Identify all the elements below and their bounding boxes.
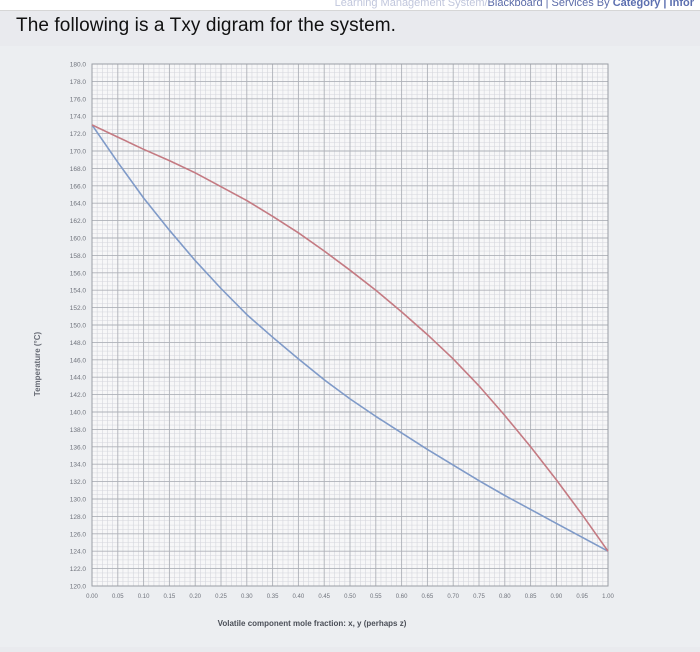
x-tick-label: 0.85	[525, 594, 537, 600]
breadcrumb-main: Blackboard | Services By	[487, 0, 613, 9]
x-tick-label: 0.10	[138, 594, 150, 600]
y-tick-label: 150.0	[70, 323, 87, 330]
y-tick-label: 138.0	[70, 427, 87, 434]
y-tick-label: 168.0	[70, 166, 87, 173]
x-tick-label: 0.90	[551, 594, 563, 600]
y-tick-label: 170.0	[70, 149, 87, 156]
grid-major	[91, 63, 609, 587]
y-tick-label: 134.0	[70, 462, 87, 469]
y-tick-label: 130.0	[70, 497, 87, 504]
series-lines	[91, 124, 609, 552]
y-axis-label: Temperature (°C)	[33, 331, 42, 396]
x-tick-label: 0.65	[422, 594, 434, 600]
y-tick-label: 156.0	[70, 270, 87, 277]
x-tick-label: 0.75	[473, 594, 485, 600]
vapor-curve	[91, 124, 609, 552]
y-tick-label: 120.0	[70, 584, 87, 591]
x-axis-label: Volatile component mole fraction: x, y (…	[218, 619, 407, 628]
y-tick-label: 152.0	[70, 305, 87, 312]
y-tick-label: 174.0	[70, 114, 87, 121]
x-tick-label: 1.00	[602, 594, 614, 600]
liquid-curve	[91, 124, 609, 552]
y-tick-label: 142.0	[70, 392, 87, 399]
y-tick-label: 162.0	[70, 218, 87, 225]
y-tick-label: 140.0	[70, 410, 87, 417]
y-tick-label: 164.0	[70, 201, 87, 208]
y-tick-label: 146.0	[70, 357, 87, 364]
y-tick-label: 160.0	[70, 236, 87, 243]
x-tick-label: 0.60	[396, 594, 408, 600]
y-tick-label: 180.0	[70, 62, 87, 69]
y-tick-label: 132.0	[70, 479, 87, 486]
x-tick-label: 0.25	[215, 594, 227, 600]
txy-chart-svg: 180.0 178.0 176.0 174.0 172.0 170.0 168.0 166.0…	[0, 46, 700, 647]
y-tick-label: 136.0	[70, 444, 87, 451]
x-tick-label: 0.15	[164, 594, 176, 600]
y-tick-label: 124.0	[70, 549, 87, 556]
x-tick-label: 0.30	[241, 594, 253, 600]
x-tick-label: 0.55	[370, 594, 382, 600]
browser-tab-strip: Learning Management System/Blackboard | …	[0, 0, 700, 11]
y-tick-label: 158.0	[70, 253, 87, 260]
txy-chart: 180.0 178.0 176.0 174.0 172.0 170.0 168.0 166.0…	[0, 46, 700, 647]
y-tick-label: 144.0	[70, 375, 87, 382]
x-tick-label: 0.80	[499, 594, 511, 600]
y-tick-label: 178.0	[70, 79, 87, 86]
x-tick-label: 0.20	[189, 594, 201, 600]
x-tick-label: 0.45	[318, 594, 330, 600]
x-tick-label: 0.00	[86, 594, 98, 600]
x-tick-label: 0.35	[267, 594, 279, 600]
y-tick-labels: 180.0 178.0 176.0 174.0 172.0 170.0 168.0 166.0…	[70, 62, 87, 591]
y-tick-label: 126.0	[70, 531, 87, 538]
y-tick-label: 176.0	[70, 96, 87, 103]
x-tick-label: 0.70	[447, 594, 459, 600]
y-tick-label: 148.0	[70, 340, 87, 347]
y-tick-label: 172.0	[70, 131, 87, 138]
plot-border	[91, 63, 609, 587]
y-tick-label: 154.0	[70, 288, 87, 295]
x-tick-label: 0.50	[344, 594, 356, 600]
breadcrumb-faded: Learning Management System/	[334, 0, 488, 9]
breadcrumb[interactable]: Learning Management System/Blackboard | …	[335, 0, 694, 9]
x-tick-labels: 0.00 0.05 0.10 0.15 0.20 0.25 0.30 0.35 0.40 0.45…	[86, 594, 614, 600]
y-tick-label: 122.0	[70, 566, 87, 573]
x-tick-label: 0.95	[576, 594, 588, 600]
question-text: The following is a Txy digram for the sy…	[16, 15, 397, 36]
x-tick-label: 0.40	[293, 594, 305, 600]
breadcrumb-bold: Category | Infor	[612, 0, 694, 9]
x-tick-label: 0.05	[112, 594, 124, 600]
y-tick-label: 166.0	[70, 183, 87, 190]
y-tick-label: 128.0	[70, 514, 87, 521]
